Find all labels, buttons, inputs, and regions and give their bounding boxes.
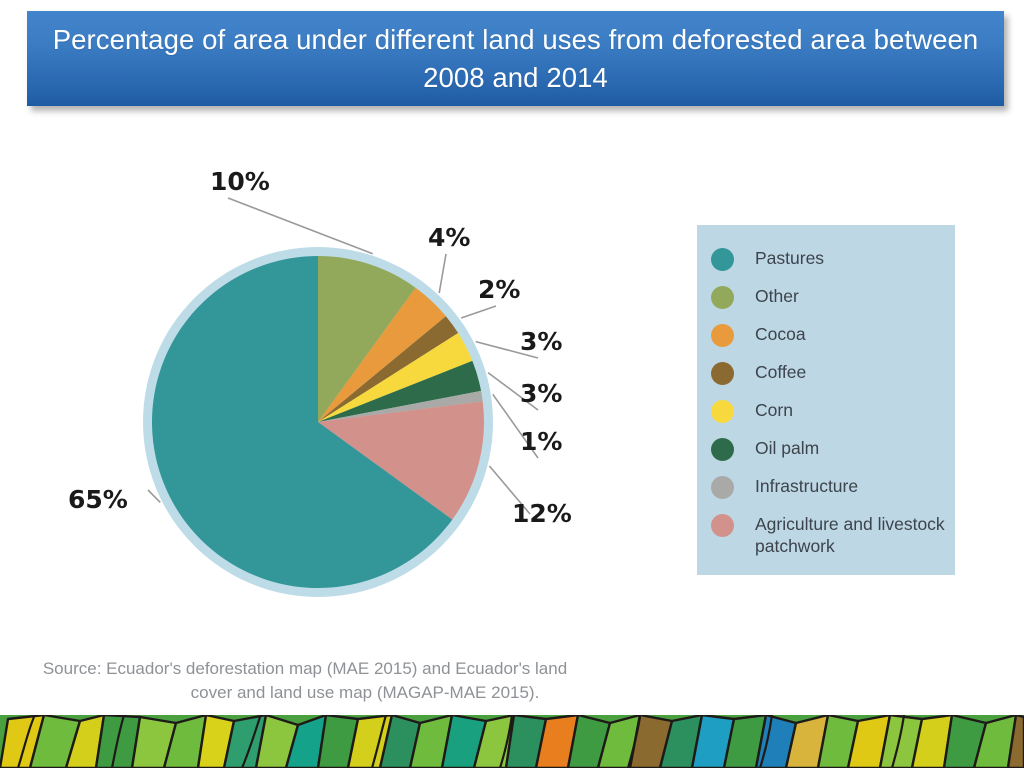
pie-slice[interactable]	[318, 390, 483, 422]
pie-percentage-label: 2%	[478, 275, 520, 304]
legend-swatch-icon	[711, 248, 734, 271]
legend-item-label: Infrastructure	[755, 476, 859, 496]
pie-percentage-label: 1%	[520, 427, 562, 456]
pie-percentage-label: 3%	[520, 379, 562, 408]
source-caption: Source: Ecuador's deforestation map (MAE…	[0, 657, 610, 705]
legend-swatch-icon	[711, 362, 734, 385]
pie-slice[interactable]	[318, 401, 484, 520]
legend-item-label: Coffee	[755, 362, 807, 382]
legend-item-label: Pastures	[755, 248, 825, 268]
source-caption-line-1: Source: Ecuador's deforestation map (MAE…	[42, 659, 568, 678]
pie-leader-line	[488, 465, 531, 515]
tropical-foliage-illustration	[0, 715, 1024, 768]
pie-slice[interactable]	[318, 287, 446, 422]
pie-percentage-label: 12%	[512, 499, 572, 528]
pie-leader-line	[492, 393, 539, 459]
pie-slice-group	[152, 256, 484, 588]
pie-chart-svg: 10%4%2%3%3%1%12%65%	[68, 167, 572, 597]
slide-title-banner: Percentage of area under different land …	[27, 11, 1004, 106]
pie-slice[interactable]	[152, 256, 453, 588]
legend-item-label: Other	[755, 286, 799, 306]
legend-item[interactable]: Coffee	[697, 361, 955, 385]
foliage-artwork-svg	[0, 715, 1024, 768]
legend-item[interactable]: Other	[697, 285, 955, 309]
legend-item-label: Agriculture and livestock patchwork	[755, 514, 945, 557]
pie-percentage-label: 10%	[210, 167, 270, 196]
pie-leader-line	[227, 197, 373, 255]
legend-item[interactable]: Infrastructure	[697, 475, 955, 499]
pie-slice[interactable]	[318, 333, 473, 422]
pie-slice[interactable]	[318, 360, 482, 422]
pie-leader-line	[460, 305, 497, 319]
legend-item[interactable]: Agriculture and livestock patchwork	[697, 513, 955, 558]
legend-item[interactable]: Oil palm	[697, 437, 955, 461]
legend-item[interactable]: Corn	[697, 399, 955, 423]
legend-swatch-icon	[711, 514, 734, 537]
chart-legend: Pastures Other Cocoa Coffee Corn Oil palm Infr…	[697, 225, 955, 575]
pie-percentage-label-group: 10%4%2%3%3%1%12%65%	[68, 167, 572, 528]
pie-leader-line	[147, 489, 161, 503]
pie-leader-line	[487, 371, 539, 411]
source-caption-line-2: cover and land use map (MAGAP-MAE 2015).	[190, 683, 540, 703]
pie-slice[interactable]	[318, 316, 459, 422]
page-title-line-2: between 2008 and 2014	[423, 24, 979, 93]
pie-percentage-label: 4%	[428, 223, 470, 252]
pie-slice[interactable]	[318, 256, 416, 422]
legend-item[interactable]: Pastures	[697, 247, 955, 271]
pie-leader-line	[475, 340, 539, 359]
pie-chart-area: 10% 4% 2% 3% 3% 1% 12% 65%	[0, 150, 660, 640]
legend-swatch-icon	[711, 400, 734, 423]
page-title: Percentage of area under different land …	[45, 21, 986, 95]
legend-item-label: Corn	[755, 400, 793, 420]
pie-leader-line	[438, 253, 447, 294]
legend-item[interactable]: Cocoa	[697, 323, 955, 347]
legend-swatch-icon	[711, 324, 734, 347]
pie-percentage-label: 3%	[520, 327, 562, 356]
legend-swatch-icon	[711, 476, 734, 499]
legend-swatch-icon	[711, 286, 734, 309]
legend-item-label: Oil palm	[755, 438, 820, 458]
legend-item-label: Cocoa	[755, 324, 806, 344]
pie-percentage-label: 65%	[68, 485, 128, 514]
legend-swatch-icon	[711, 438, 734, 461]
page-title-line-1: Percentage of area under different land …	[52, 24, 866, 56]
leader-line-group	[147, 197, 539, 515]
